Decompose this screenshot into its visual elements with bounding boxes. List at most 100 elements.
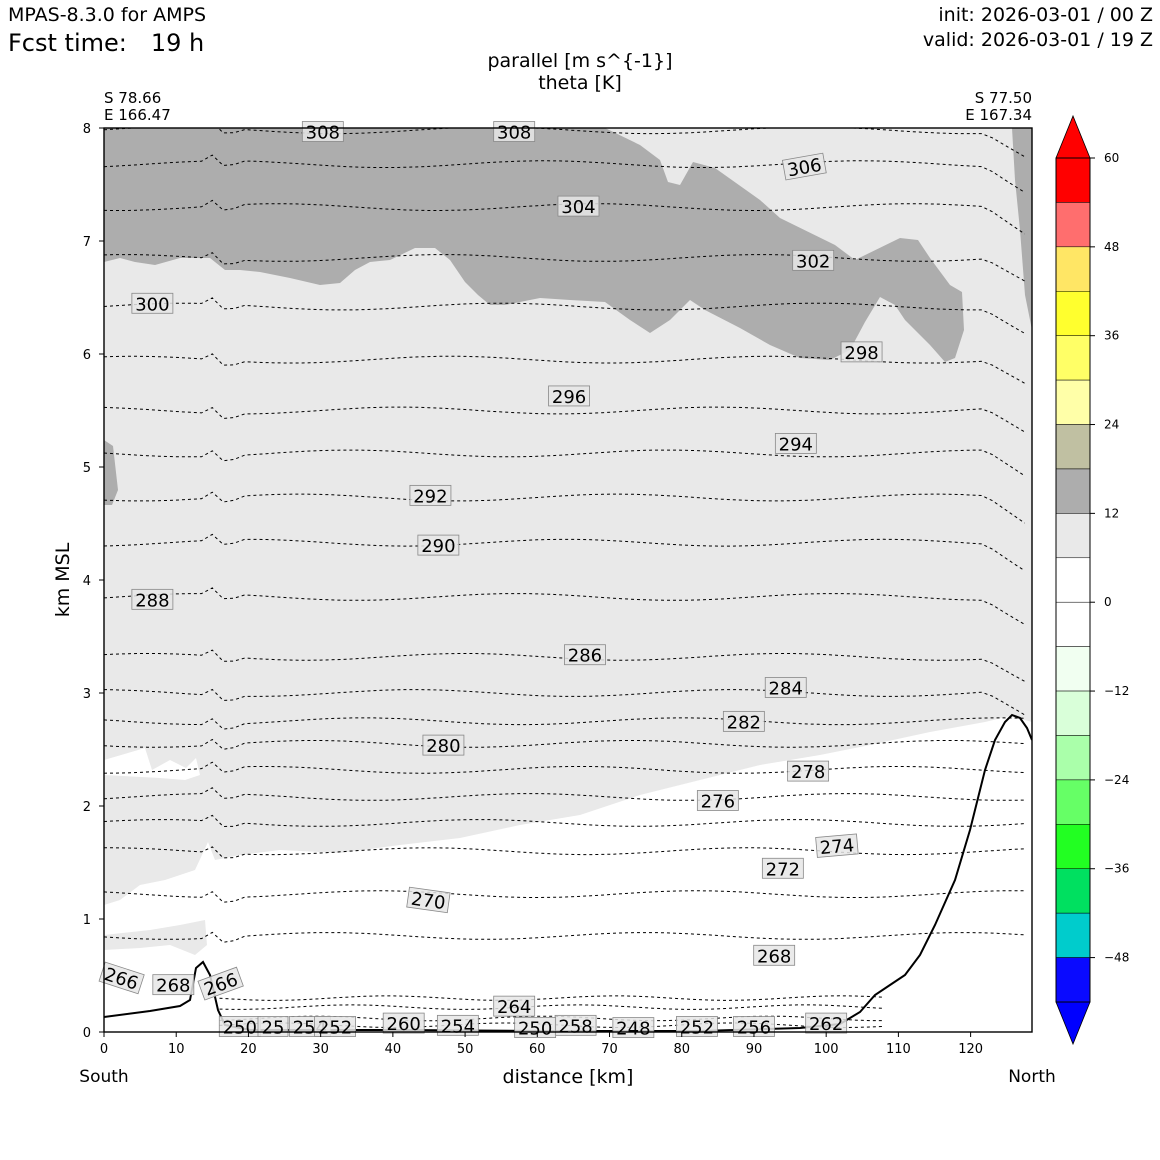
theta-contours <box>104 128 1026 1029</box>
theta-contour-270 <box>104 890 1025 903</box>
theta-label-box <box>761 857 804 879</box>
colorbar-bin <box>1055 735 1091 781</box>
theta-label: 278 <box>791 762 825 783</box>
theta-label-group: 306 <box>781 152 827 181</box>
y-tick-label: 8 <box>83 122 91 137</box>
theta-label-box <box>417 534 460 556</box>
y-tick-label: 3 <box>83 687 91 702</box>
x-tick-label: 100 <box>814 1042 839 1057</box>
theta-contour-278 <box>104 761 1025 774</box>
theta-label-group: 290 <box>417 534 460 557</box>
theta-label: 262 <box>809 1014 843 1035</box>
theta-contour-290 <box>104 533 1026 572</box>
colorbar-tick-label: 48 <box>1104 240 1119 254</box>
x-tick-label: 120 <box>958 1042 983 1057</box>
theta-label-box <box>131 588 174 610</box>
theta-label: 276 <box>701 791 735 812</box>
theta-contour-308 <box>104 128 1026 158</box>
theta-label-group: 300 <box>131 292 174 315</box>
theta-label: 286 <box>568 646 602 667</box>
x-tick-label: 70 <box>601 1042 618 1057</box>
theta-label: 292 <box>413 486 447 507</box>
theta-label-group: 308 <box>301 121 344 144</box>
theta-label: 264 <box>497 997 531 1018</box>
theta-label-box <box>753 944 796 966</box>
x-end-label: North <box>1008 1067 1056 1087</box>
colorbar-bin <box>1055 513 1091 559</box>
theta-contour-276 <box>104 787 1025 801</box>
theta-label: 250 <box>223 1017 257 1038</box>
colorbar-tick-label: −36 <box>1104 862 1129 876</box>
theta-contour-296 <box>104 406 1026 433</box>
theta-contour-304 <box>104 199 1026 235</box>
theta-label-box <box>840 341 883 363</box>
theta-label-box <box>409 484 452 506</box>
colorbar-bin <box>1055 957 1091 1003</box>
theta-label: 268 <box>757 946 791 967</box>
theta-label: 304 <box>561 197 595 218</box>
theta-label: 280 <box>426 736 460 757</box>
y-tick-label: 2 <box>83 800 91 815</box>
theta-label-box <box>774 432 817 454</box>
theta-label: 252 <box>318 1017 352 1038</box>
colorbar-bin <box>1055 468 1091 514</box>
colorbar-under-arrow <box>1055 1001 1091 1046</box>
colorbar-tick-label: −24 <box>1104 773 1129 787</box>
theta-contour-272 <box>104 846 1025 859</box>
theta-label-group: 25 <box>257 1016 289 1038</box>
theta-label-group: 268 <box>753 944 796 967</box>
theta-label-group: 292 <box>409 484 452 507</box>
theta-label: 256 <box>737 1017 771 1038</box>
theta-label: 268 <box>156 976 190 997</box>
theta-label: 290 <box>421 536 455 557</box>
theta-label: 296 <box>552 387 586 408</box>
chart-title-line1: parallel [m s^{-1}] <box>487 50 672 72</box>
theta-label-box <box>564 644 606 666</box>
theta-label-box <box>548 385 590 407</box>
colorbar-bin <box>1055 868 1091 914</box>
shading-white-pocket <box>104 748 200 780</box>
theta-label-box <box>197 966 244 1001</box>
theta-label-group: 276 <box>696 790 739 812</box>
colorbar-bin <box>1055 646 1091 692</box>
theta-label-group: 296 <box>548 385 590 408</box>
colorbar-bin <box>1055 824 1091 869</box>
colorbar-tick-label: 12 <box>1104 506 1119 520</box>
plot-area <box>104 128 1032 1032</box>
theta-label: 298 <box>844 343 878 364</box>
y-tick-label: 0 <box>83 1026 91 1041</box>
start-lat: S 78.66 <box>104 89 161 107</box>
theta-label-group: 280 <box>422 734 465 757</box>
theta-label: 308 <box>306 123 340 144</box>
shading-dark-right <box>1012 128 1032 330</box>
theta-label-box <box>301 121 344 142</box>
theta-label: 308 <box>497 123 531 144</box>
shading-dark-left <box>104 440 118 505</box>
x-axis-ticks: 0 10 20 30 40 50 60 70 80 90 100 110 120 <box>100 1032 983 1057</box>
shading-dark-grey <box>104 128 964 362</box>
x-tick-label: 50 <box>457 1042 474 1057</box>
theta-label-group: 252 <box>676 1016 718 1038</box>
colorbar-tick-label: −12 <box>1104 684 1129 698</box>
theta-label: 274 <box>819 835 855 859</box>
y-tick-label: 7 <box>83 235 91 250</box>
theta-label-box <box>406 886 451 914</box>
terrain-line <box>104 713 1032 1032</box>
theta-label-group: 284 <box>764 677 807 699</box>
theta-label-group: 304 <box>557 195 600 218</box>
forecast-time-value: 19 h <box>150 29 205 57</box>
theta-label: 302 <box>796 251 830 272</box>
theta-label-box <box>787 760 830 782</box>
theta-contour-292 <box>104 491 1026 524</box>
theta-contour-282 <box>104 717 1025 730</box>
x-tick-label: 90 <box>746 1042 763 1057</box>
theta-label-group: 302 <box>792 249 835 272</box>
y-tick-label: 5 <box>83 461 91 476</box>
chart-title-line2: theta [K] <box>538 72 622 94</box>
y-axis-label: km MSL <box>52 542 74 617</box>
end-lat: S 77.50 <box>975 89 1032 107</box>
end-lon: E 167.34 <box>965 106 1032 124</box>
theta-label-box <box>792 249 835 271</box>
theta-contour-288 <box>104 587 1026 625</box>
